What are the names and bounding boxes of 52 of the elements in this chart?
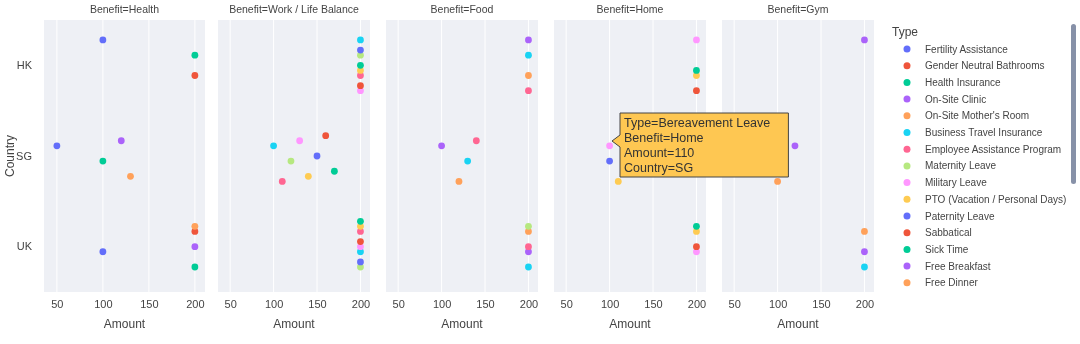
x-tick-label: 200: [186, 297, 205, 310]
x-tick-label: 150: [140, 297, 159, 310]
x-tick-label: 50: [392, 297, 405, 310]
y-tick-label: HK: [16, 58, 33, 71]
legend-label: On-Site Clinic: [925, 93, 987, 105]
x-axis-title: Amount: [609, 317, 652, 331]
chart-title: Benefit=Gym: [767, 3, 829, 15]
y-axis-title: Country: [3, 134, 17, 178]
legend-label: Sabbatical: [925, 227, 972, 239]
annotation: Type=Bereavement Leave Benefit=Home Amount=110 Country=SG: [624, 116, 771, 175]
x-tick-label: 200: [687, 297, 707, 310]
legend-label: Fertility Assistance: [925, 43, 1009, 55]
chart-title: Benefit=Food: [430, 3, 494, 15]
x-tick-label: 50: [51, 297, 64, 310]
x-tick-label: 100: [432, 297, 452, 310]
x-tick-label: 200: [519, 297, 539, 310]
y-tick-label: SG: [16, 149, 32, 162]
x-axis-title: Amount: [273, 317, 316, 331]
x-tick-label: 150: [476, 297, 495, 310]
chart-title: Benefit=Health: [89, 3, 160, 15]
legend-label: Sick Time: [925, 243, 969, 255]
legend-label: Military Leave: [925, 177, 988, 189]
x-tick-label: 100: [264, 297, 284, 310]
x-tick-label: 150: [308, 297, 327, 310]
x-axis-title: Amount: [103, 317, 146, 331]
x-axis-title: Amount: [777, 317, 820, 331]
x-tick-label: 150: [644, 297, 663, 310]
x-tick-label: 100: [94, 297, 113, 310]
legend-label: Free Dinner: [925, 277, 979, 289]
legend-label: Paternity Leave: [925, 210, 995, 222]
x-tick-label: 50: [224, 297, 237, 310]
legend-label: Employee Assistance Program: [925, 143, 1062, 155]
legend-title: Type: [892, 25, 919, 39]
chart-title: Benefit=Work / Life Balance: [229, 3, 359, 15]
legend-label: Health Insurance: [925, 76, 1002, 88]
x-tick-label: 50: [560, 297, 573, 310]
legend-label: PTO (Vacation / Personal Days): [925, 193, 1067, 205]
x-tick-label: 150: [812, 297, 831, 310]
legend-label: On-Site Mother's Room: [925, 110, 1030, 122]
legend-label: Gender Neutral Bathrooms: [925, 60, 1045, 72]
hover-tooltip: Type=Bereavement Leave Benefit=Home Amount=110 Country=SG: [611, 112, 789, 178]
x-tick-label: 100: [768, 297, 788, 310]
chart-title: Benefit=Home: [596, 3, 664, 15]
legend-label: Free Breakfast: [925, 260, 991, 272]
y-tick-label: UK: [16, 240, 33, 253]
x-axis-title: Amount: [441, 317, 484, 331]
x-tick-label: 200: [351, 297, 371, 310]
x-tick-label: 50: [728, 297, 741, 310]
x-tick-label: 100: [600, 297, 620, 310]
x-tick-label: 200: [855, 297, 875, 310]
legend-label: Business Travel Insurance: [925, 127, 1043, 138]
legend-label: Maternity Leave: [925, 160, 997, 172]
